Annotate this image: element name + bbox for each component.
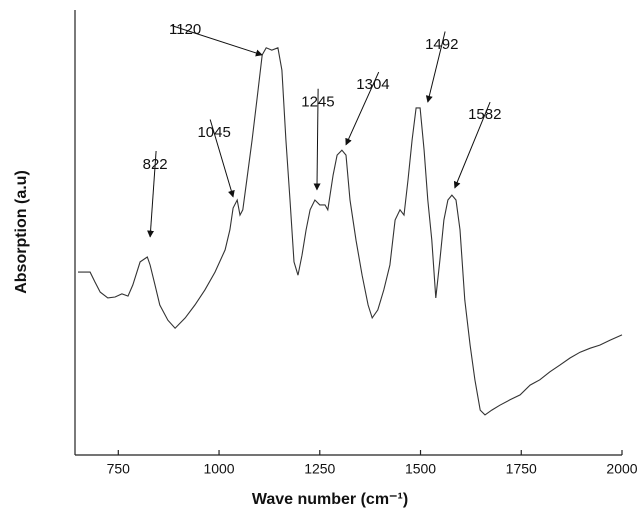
annotation-label: 1245 [301, 94, 334, 111]
annotation-label: 1304 [356, 76, 389, 93]
annotation-arrow [345, 71, 380, 146]
x-tick-label: 1000 [203, 461, 234, 477]
x-tick-label: 750 [107, 461, 131, 477]
annotation-label: 1582 [468, 106, 501, 123]
annotation-arrow [209, 119, 235, 198]
annotation-arrow [313, 88, 321, 191]
annotation-arrow [147, 150, 157, 238]
y-axis-label: Absorption (a.u) [13, 170, 30, 294]
x-tick-label: 1500 [405, 461, 436, 477]
annotation-label: 822 [143, 156, 168, 173]
x-tick-label: 1250 [304, 461, 335, 477]
annotation-arrow [425, 31, 446, 103]
annotation-label: 1492 [425, 36, 458, 53]
spectrum-line [78, 47, 623, 416]
annotation-label: 1045 [197, 124, 230, 141]
annotation-arrow [171, 25, 263, 57]
x-axis-label: Wave number (cm⁻¹) [252, 491, 408, 508]
annotation-label: 1120 [169, 21, 201, 38]
annotation-arrow [453, 101, 491, 189]
x-tick-label: 1750 [506, 461, 537, 477]
x-tick-label: 2000 [606, 461, 637, 477]
